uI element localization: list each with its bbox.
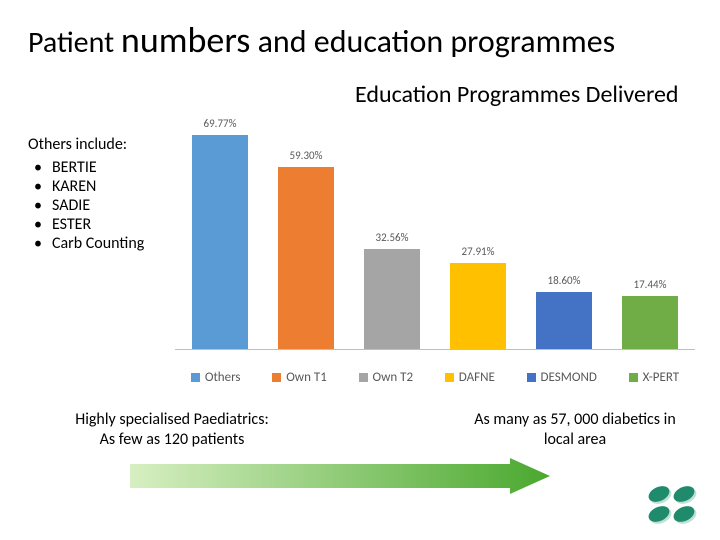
legend-item: Others <box>191 370 241 385</box>
bar-own-t2: 32.56% <box>364 249 420 349</box>
chart-plot: 69.77% 59.30% 32.56% 27.91% 18.60% 17.44% <box>175 120 695 350</box>
legend-swatch-icon <box>527 373 536 382</box>
others-list: Others include: BERTIEKARENSADIEESTERCar… <box>28 135 144 253</box>
bar-value-label: 32.56% <box>364 231 420 244</box>
legend-item: DESMOND <box>527 370 597 385</box>
legend-item: Own T1 <box>272 370 327 385</box>
title-word-2: numbers <box>121 18 250 62</box>
bar-value-label: 59.30% <box>278 149 334 162</box>
legend-label: X-PERT <box>643 370 680 385</box>
bar-chart: 69.77% 59.30% 32.56% 27.91% 18.60% 17.44% <box>175 90 695 350</box>
bar-value-label: 69.77% <box>192 117 248 130</box>
legend-swatch-icon <box>272 373 281 382</box>
others-list-item: Carb Counting <box>28 234 144 253</box>
others-heading: Others include: <box>28 135 144 154</box>
legend-swatch-icon <box>191 373 200 382</box>
leaf-logo-icon <box>644 483 704 528</box>
legend-item: Own T2 <box>359 370 414 385</box>
page-title: Patient numbers and education programmes <box>28 18 615 62</box>
footer-left-text: Highly specialised Paediatrics:As few as… <box>42 410 302 450</box>
others-list-item: ESTER <box>28 215 144 234</box>
legend-label: DESMOND <box>541 370 597 385</box>
footer-right-text: As many as 57, 000 diabetics in local ar… <box>470 410 680 450</box>
bar-desmond: 18.60% <box>536 292 592 349</box>
others-list-item: BERTIE <box>28 158 144 177</box>
legend-label: DAFNE <box>459 370 495 385</box>
bar-others: 69.77% <box>192 135 248 349</box>
title-word-3: and education programmes <box>250 22 615 61</box>
gradient-arrow-icon <box>130 458 550 494</box>
legend-swatch-icon <box>445 373 454 382</box>
bar-value-label: 17.44% <box>622 278 678 291</box>
bar-value-label: 27.91% <box>450 245 506 258</box>
others-list-item: KAREN <box>28 177 144 196</box>
title-word-1: Patient <box>28 24 121 61</box>
legend-swatch-icon <box>359 373 368 382</box>
bar-x-pert: 17.44% <box>622 296 678 349</box>
legend-item: X-PERT <box>629 370 680 385</box>
legend-label: Own T2 <box>373 370 414 385</box>
legend-label: Own T1 <box>286 370 327 385</box>
legend-item: DAFNE <box>445 370 495 385</box>
legend-label: Others <box>205 370 241 385</box>
others-list-item: SADIE <box>28 196 144 215</box>
legend-swatch-icon <box>629 373 638 382</box>
chart-legend: Others Own T1 Own T2 DAFNE DESMOND X-PERT <box>175 370 695 385</box>
bar-dafne: 27.91% <box>450 263 506 349</box>
bar-own-t1: 59.30% <box>278 167 334 349</box>
bar-value-label: 18.60% <box>536 274 592 287</box>
